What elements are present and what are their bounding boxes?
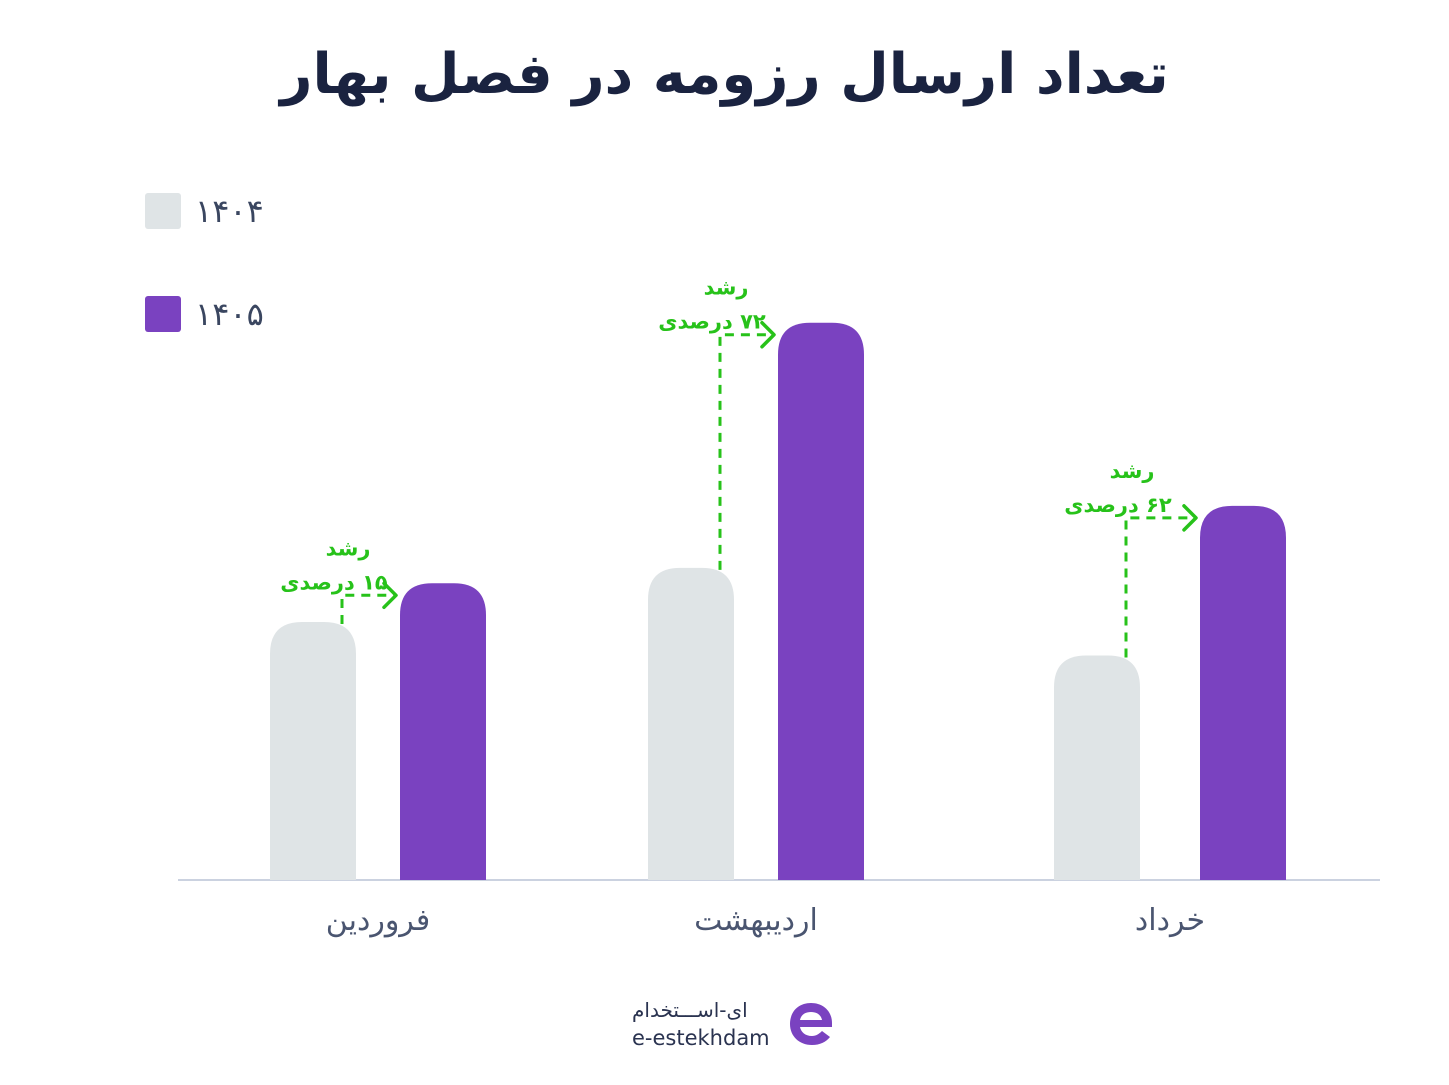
legend-item-1405: ۱۴۰۵ [145, 295, 264, 333]
growth-annotation-1: رشد ۱۵ درصدی [280, 536, 398, 624]
legend-swatch-1405 [145, 296, 181, 332]
bar-1404-3 [1054, 655, 1140, 880]
category-label-3: خرداد [1135, 903, 1205, 938]
growth-dashed-line [340, 593, 396, 624]
growth-dashed-line [1124, 516, 1196, 658]
growth-annotation-2: رشد ۷۲ درصدی [658, 276, 776, 570]
legend-label-1404: ۱۴۰۴ [195, 192, 264, 230]
category-label-2: اردیبهشت [694, 903, 818, 938]
bar-1405-1 [400, 583, 486, 880]
growth-annotation-3: رشد ۶۲ درصدی [1064, 459, 1198, 658]
category-label-1: فروردین [326, 903, 430, 938]
logo-text-fa: ای-اســـتخدام [632, 998, 748, 1022]
category-labels-group: فروردین اردیبهشت خرداد [326, 903, 1205, 938]
logo-text-en: e-estekhdam [632, 1026, 770, 1050]
growth-label-line1: رشد [704, 276, 749, 300]
growth-arrow-head-icon [1182, 504, 1198, 532]
growth-label-line2: ۱۵ درصدی [280, 570, 388, 594]
bar-1405-2 [778, 322, 864, 881]
bars-group [270, 322, 1286, 881]
legend-item-1404: ۱۴۰۴ [145, 192, 264, 230]
growth-label-line1: رشد [1110, 459, 1155, 483]
legend-swatch-1404 [145, 193, 181, 229]
growth-dashed-line [718, 333, 774, 570]
logo-text: ای-اســـتخدام e-estekhdam [632, 996, 770, 1052]
growth-label-line1: رشد [326, 536, 371, 560]
bar-1404-1 [270, 622, 356, 880]
bar-1404-2 [648, 567, 734, 880]
brand-logo: ای-اســـتخدام e-estekhdam [632, 996, 838, 1052]
growth-label-line2: ۷۲ درصدی [658, 310, 766, 334]
growth-arrow-head-icon [382, 581, 398, 610]
chart-title: تعداد ارسال رزومه در فصل بهار [280, 42, 1169, 107]
annotations-group: رشد ۱۵ درصدی رشد ۷۲ درصدی رشد ۶۲ درصدی [280, 276, 1198, 658]
growth-arrow-head-icon [760, 320, 776, 349]
legend: ۱۴۰۴ ۱۴۰۵ [145, 192, 264, 399]
e-logo-icon [789, 1003, 832, 1045]
legend-label-1405: ۱۴۰۵ [195, 295, 264, 333]
bar-1405-3 [1200, 505, 1286, 880]
growth-label-line2: ۶۲ درصدی [1064, 493, 1172, 517]
